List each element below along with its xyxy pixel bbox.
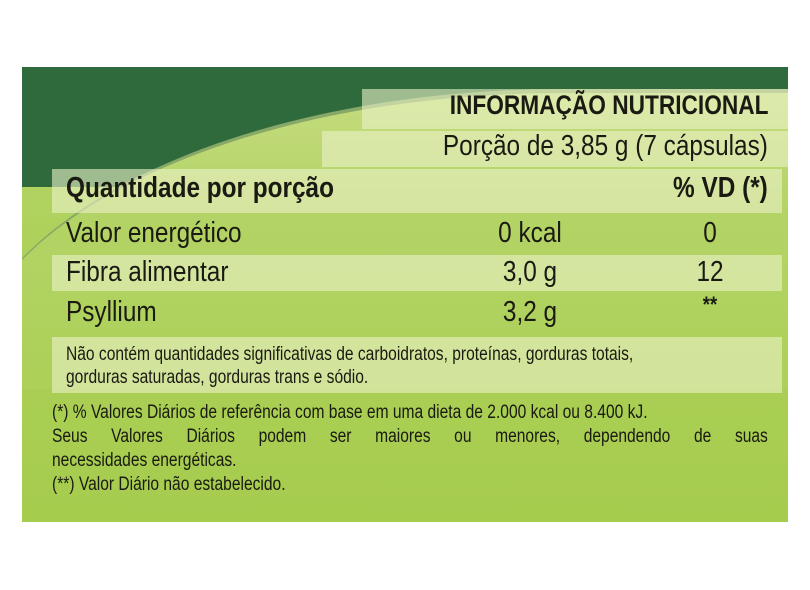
portion-text: Porção de 3,85 g (7 cápsulas) [442,130,768,162]
header-quantity: Quantidade por porção [66,172,334,204]
portion-band [322,131,788,167]
row-band [52,255,782,291]
nutrient-vd: 0 [703,217,717,249]
footnote-line: Seus Valores Diários podem ser maiores o… [52,426,768,447]
footnote-line: (**) Valor Diário não estabelecido. [52,474,286,495]
nutrient-amount: 3,0 g [502,256,558,288]
nutrient-amount: 0 kcal [498,217,562,249]
note-text: Não contém quantidades significativas de… [66,343,766,389]
footnote-line: (*) % Valores Diários de referência com … [52,402,648,423]
note-line: Não contém quantidades significativas de… [66,344,634,365]
header-band [52,169,782,213]
note-line: gorduras saturadas, gorduras trans e sód… [66,367,369,388]
label-title: INFORMAÇÃO NUTRICIONAL [449,90,768,120]
nutrient-vd: 12 [696,256,724,288]
nutrient-amount: 3,2 g [502,296,558,328]
footnotes: (*) % Valores Diários de referência com … [52,401,768,497]
nutrient-vd: ** [702,292,718,317]
footnote-line: necessidades energéticas. [52,450,237,471]
nutrition-label [22,67,788,522]
nutrient-name: Fibra alimentar [66,256,229,288]
title-band [362,89,788,129]
nutrient-name: Psyllium [66,296,157,328]
nutrient-name: Valor energético [66,217,242,249]
header-vd: % VD (*) [673,172,768,204]
note-band [52,337,782,393]
